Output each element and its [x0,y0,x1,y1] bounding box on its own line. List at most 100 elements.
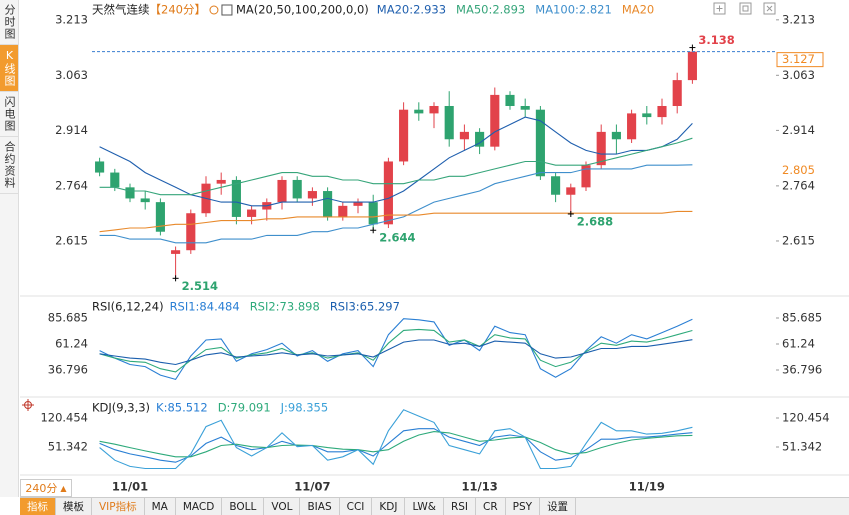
candle-body [186,213,196,251]
candle-body [399,109,409,162]
toolbar-button[interactable]: MACD [176,498,223,515]
legend-text: MA20:2.933 [377,3,446,17]
y-tick-label: 2.914 [782,123,815,137]
y-tick-label: 3.063 [55,68,88,82]
candle-body [353,202,363,206]
candle-body [414,109,424,114]
legend-text: RSI2:73.898 [250,300,320,314]
legend-text: MA50:2.893 [456,3,525,17]
line-series [99,431,693,458]
extreme-label: 2.688 [577,214,613,228]
y-tick-label: 85.685 [48,310,88,324]
candle-body [95,161,105,173]
candle-body [110,172,120,188]
legend-text: RSI(6,12,24) [92,300,164,314]
toolbar-button[interactable]: MA [145,498,176,515]
extreme-label: 2.514 [182,279,218,293]
legend-text: 【240分】 [150,3,206,17]
y-tick-label: 51.342 [782,440,822,454]
candle-body [505,94,515,106]
legend-text: MA20 [622,3,654,17]
crosshair-icon[interactable] [22,399,34,411]
candle-body [459,131,469,140]
legend-text: RSI3:65.297 [330,300,400,314]
candle-body [672,80,682,106]
chart: 3.213 3.213 3.063 3.063 2.914 2.914 2.764 2.764… [20,2,849,494]
sidebar-tab[interactable]: 合约资料 [0,137,18,194]
legend-text: KDJ(9,3,3) [92,401,150,415]
candle-body [429,105,439,114]
toolbar-button[interactable]: BOLL [222,498,265,515]
candle-body [596,131,606,166]
window-icons[interactable] [713,2,776,15]
price-tag-box [776,52,824,68]
line-series [99,137,693,196]
legend-text: MA100:2.821 [535,3,612,17]
candle-body [535,109,545,177]
y-tick-label: 2.615 [55,233,88,247]
sidebar-tab[interactable]: 分时图 [0,0,18,45]
extreme-label: 3.138 [698,33,734,47]
indicator-icon [221,4,233,16]
line-series [99,318,693,381]
toolbar-button[interactable]: CR [476,498,506,515]
toolbar-button[interactable]: CCI [340,498,373,515]
candle-body [642,113,652,118]
y-tick-label: 61.24 [782,337,815,351]
toolbar-button[interactable]: KDJ [372,498,406,515]
candle-body [125,187,135,199]
candle-body [490,94,500,147]
y-tick-label: 2.615 [782,233,815,247]
line-series [99,116,693,207]
line-series [99,428,693,463]
toolbar-button[interactable]: 模板 [56,498,92,515]
toolbar-button[interactable]: 设置 [540,498,577,515]
candle-body [247,209,257,217]
line-series [99,339,693,366]
legend-text: MA(20,50,100,200,0,0) [236,3,369,17]
y-tick-label: 3.213 [782,12,815,26]
y-tick-label: 85.685 [782,310,822,324]
toolbar-button[interactable]: RSI [444,498,476,515]
x-tick-label: 11/01 [112,480,148,494]
line-series [99,409,693,470]
candle-body [277,179,287,203]
candle-body [475,131,485,147]
toolbar-button[interactable]: BIAS [300,498,340,515]
arrow-icon: ▲ [60,483,67,493]
candle-body [687,51,697,81]
candle-body [657,105,667,118]
price-tag: 2.805 [782,163,815,177]
candle-body [611,131,621,140]
line-series [99,210,693,233]
price-tag: 3.127 [782,52,815,66]
y-tick-label: 2.914 [55,123,88,137]
y-tick-label: 120.454 [40,410,88,424]
candle-body [383,161,393,225]
period-selector[interactable]: 240分 ▲ [20,479,72,497]
toolbar-button[interactable]: LW& [405,498,444,515]
y-tick-label: 36.796 [48,363,88,377]
toolbar-button[interactable]: VOL [264,498,301,515]
sidebar-tab[interactable]: K线图 [0,45,18,92]
sidebar-tab[interactable]: 闪电图 [0,92,18,137]
candle-body [231,179,241,217]
y-tick-label: 3.063 [782,68,815,82]
candle-body [140,198,150,203]
candle-body [216,179,226,184]
y-tick-label: 36.796 [782,363,822,377]
toolbar-button[interactable]: 指标 [20,498,56,515]
period-label: 240分 [25,482,58,495]
toolbar-button[interactable]: VIP指标 [92,498,145,515]
x-tick-label: 11/19 [629,480,665,494]
candle-body [566,187,576,195]
candle-body [292,179,302,199]
line-series [99,328,693,373]
legend-text: K:85.512 [156,401,208,415]
candle-body [155,202,165,232]
y-tick-label: 120.454 [782,410,830,424]
extreme-label: 2.644 [379,231,415,245]
toolbar-button[interactable]: PSY [506,498,541,515]
settings-icon [209,5,219,15]
